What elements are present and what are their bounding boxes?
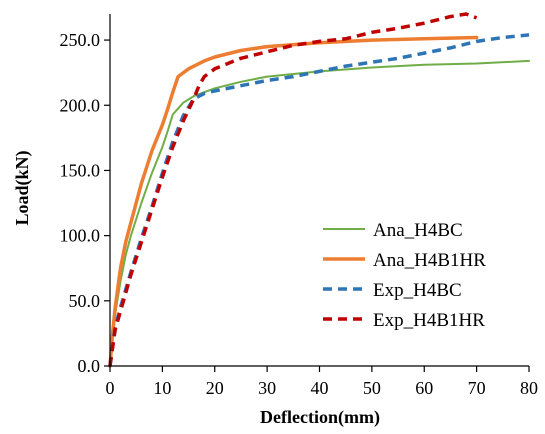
y-tick-label: 50.0 xyxy=(69,291,101,311)
x-tick-label: 60 xyxy=(415,378,433,398)
y-axis-title: Load(kN) xyxy=(12,150,33,225)
x-tick-label: 0 xyxy=(106,378,115,398)
x-tick-label: 70 xyxy=(468,378,486,398)
x-axis-title: Deflection(mm) xyxy=(260,407,380,428)
x-tick-label: 50 xyxy=(363,378,381,398)
series-line-1 xyxy=(109,59,530,367)
x-tick-label: 10 xyxy=(153,378,171,398)
legend: Ana_H4BC Ana_H4B1HR Exp_H4BC Exp_H4B1HR xyxy=(323,220,486,331)
legend-label-3: Exp_H4BC xyxy=(373,280,462,301)
y-tick-label: 250.0 xyxy=(60,30,101,50)
legend-label-2: Ana_H4B1HR xyxy=(373,250,486,271)
y-tick-label: 150.0 xyxy=(60,160,101,180)
legend-label-4: Exp_H4B1HR xyxy=(373,310,485,331)
x-tick-label: 20 xyxy=(206,378,224,398)
y-ticks: 0.0 50.0 100.0 150.0 200.0 250.0 xyxy=(60,30,110,376)
x-tick-label: 30 xyxy=(258,378,276,398)
y-tick-label: 200.0 xyxy=(60,95,101,115)
legend-label-1: Ana_H4BC xyxy=(373,220,463,241)
x-tick-label: 40 xyxy=(311,378,329,398)
y-tick-label: 100.0 xyxy=(60,226,101,246)
x-tick-label: 80 xyxy=(520,378,538,398)
series-line-4 xyxy=(108,12,478,367)
plot-lines xyxy=(108,12,530,368)
x-ticks: 0 10 20 30 40 50 60 70 80 xyxy=(106,366,538,398)
y-tick-label: 0.0 xyxy=(78,356,101,376)
